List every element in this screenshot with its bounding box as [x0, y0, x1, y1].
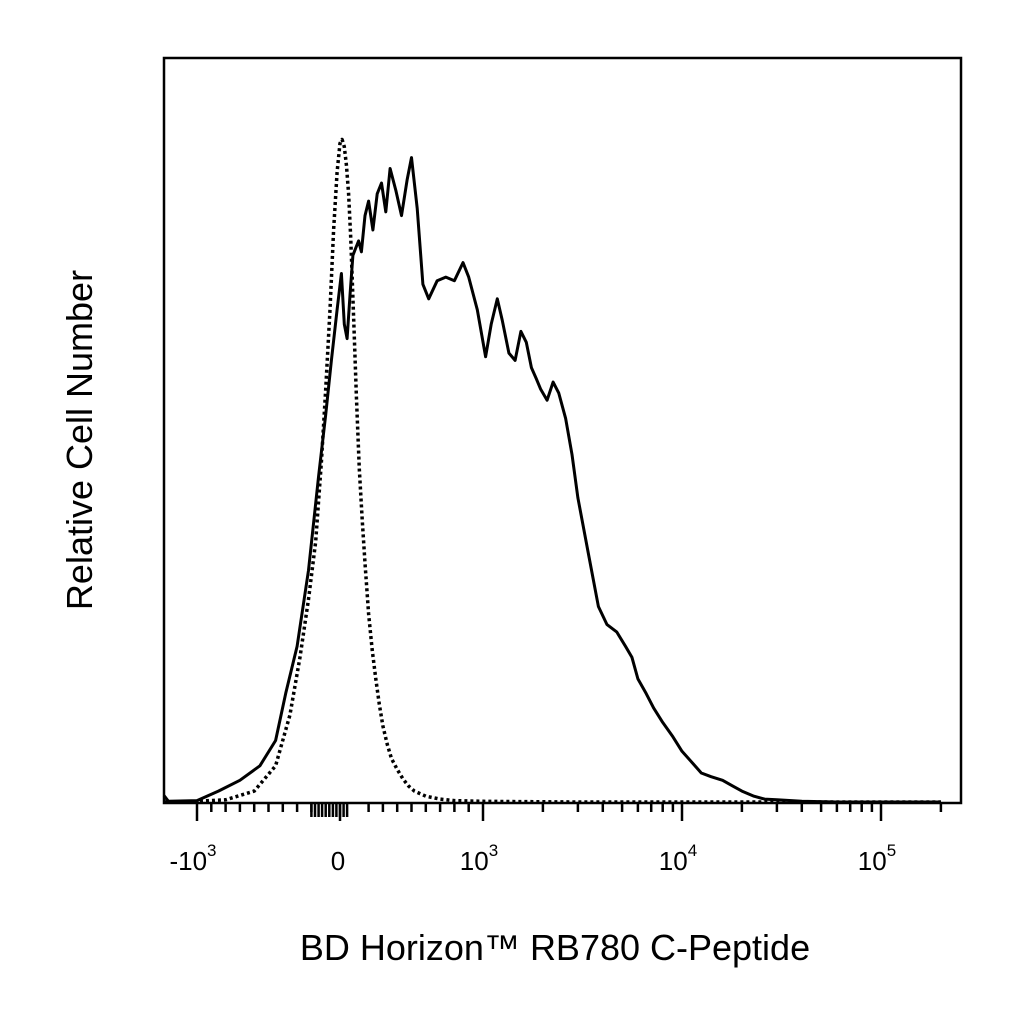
x-axis-tick-labels: -103 0 103 104 105 — [169, 841, 896, 876]
stained-histogram-line — [162, 156, 941, 804]
x-tick-label-base: 10 — [659, 846, 688, 876]
x-tick-label: -103 — [169, 841, 216, 876]
x-tick-label-exponent: 5 — [887, 841, 896, 860]
plot-frame — [162, 56, 963, 805]
x-tick-label-exponent: 3 — [207, 841, 216, 860]
x-axis-title: BD Horizon™ RB780 C-Peptide — [300, 927, 810, 968]
series-layer — [162, 137, 941, 804]
x-tick-label-exponent: 3 — [489, 841, 498, 860]
x-tick-label-base: 10 — [858, 846, 887, 876]
x-tick-label: 105 — [858, 841, 896, 876]
x-tick-label-base: -10 — [169, 846, 207, 876]
x-tick-label-base: 0 — [331, 846, 345, 876]
x-tick-label-base: 10 — [460, 846, 489, 876]
x-tick-label: 104 — [659, 841, 697, 876]
x-axis-ticks — [195, 803, 943, 821]
x-tick-label-exponent: 4 — [688, 841, 697, 860]
control-histogram-line — [164, 137, 941, 804]
y-axis-title: Relative Cell Number — [59, 270, 100, 610]
x-tick-label: 103 — [460, 841, 498, 876]
x-tick-label: 0 — [331, 846, 345, 876]
